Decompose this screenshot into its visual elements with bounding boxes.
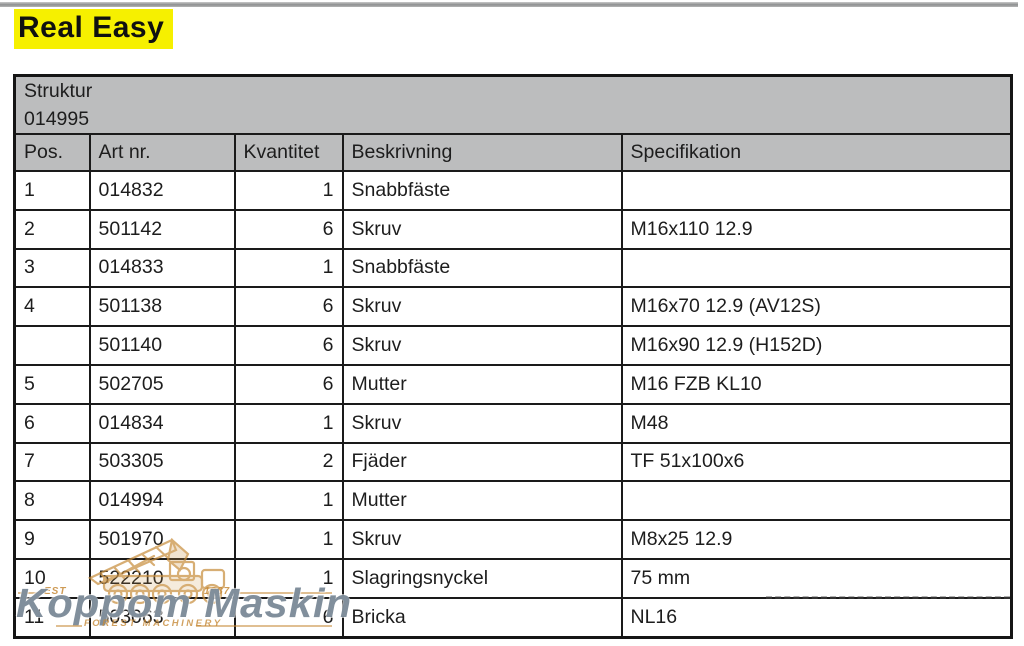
cell-quantity: 1 xyxy=(233,247,344,289)
cell-specification: 75 mm xyxy=(620,557,1013,599)
column-header-art: Art nr. xyxy=(88,133,236,172)
table-row: 9 501970 1 Skruv M8x25 12.9 xyxy=(13,519,1013,560)
table-row: 6 014834 1 Skruv M48 xyxy=(13,402,1013,444)
table-row: 2 501142 6 Skruv M16x110 12.9 xyxy=(13,208,1013,250)
cell-quantity: 1 xyxy=(233,557,344,599)
column-header-row: Pos. Art nr. Kvantitet Beskrivning Speci… xyxy=(13,133,1013,172)
cell-quantity: 6 xyxy=(233,208,344,250)
cell-specification: TF 51x100x6 xyxy=(620,441,1013,483)
cell-art-nr: 501138 xyxy=(88,286,236,328)
cell-quantity: 2 xyxy=(233,441,344,483)
parts-table-body: 1 014832 1 Snabbfäste 2 501142 6 Skruv M16x110 1… xyxy=(13,170,1013,639)
cell-specification: M16 FZB KL10 xyxy=(620,363,1013,405)
column-header-pos: Pos. xyxy=(13,133,91,172)
cell-pos xyxy=(13,325,91,366)
cell-pos: 8 xyxy=(13,480,91,522)
cell-description: Slagringsnyckel xyxy=(341,557,623,599)
page-title: Real Easy xyxy=(14,9,174,49)
cell-art-nr: 501970 xyxy=(88,519,236,560)
column-header-desc: Beskrivning xyxy=(341,133,623,172)
column-header-qty: Kvantitet xyxy=(233,133,344,172)
table-row: 10 522210 1 Slagringsnyckel 75 mm xyxy=(13,557,1013,599)
cell-quantity: 6 xyxy=(233,363,344,405)
cell-description: Skruv xyxy=(341,286,623,328)
cell-pos: 9 xyxy=(13,519,91,560)
cell-description: Bricka xyxy=(341,596,623,639)
cell-art-nr: 503063 xyxy=(88,596,236,639)
cell-description: Mutter xyxy=(341,363,623,405)
cell-specification: M48 xyxy=(620,402,1013,444)
cell-quantity: 1 xyxy=(233,402,344,444)
table-row: 5 502705 6 Mutter M16 FZB KL10 xyxy=(13,363,1013,405)
column-header-spec: Specifikation xyxy=(620,133,1013,172)
cell-pos: 5 xyxy=(13,363,91,405)
cell-quantity: 6 xyxy=(233,325,344,366)
cell-description: Snabbfäste xyxy=(341,170,623,211)
parts-table-container: Struktur 014995 Pos. Art nr. Kvantitet B… xyxy=(13,74,1014,639)
cell-specification: M16x90 12.9 (H152D) xyxy=(620,325,1013,366)
cell-quantity: 6 xyxy=(233,286,344,328)
cell-pos: 1 xyxy=(13,170,91,211)
cell-description: Skruv xyxy=(341,208,623,250)
struktur-number: 014995 xyxy=(24,108,90,130)
cell-quantity: 6 xyxy=(233,596,344,639)
cell-specification xyxy=(620,170,1013,211)
cell-art-nr: 501140 xyxy=(88,325,236,366)
cell-pos: 4 xyxy=(13,286,91,328)
cell-quantity: 1 xyxy=(233,480,344,522)
cell-art-nr: 014833 xyxy=(88,247,236,289)
cell-specification: NL16 xyxy=(620,596,1013,639)
cell-description: Skruv xyxy=(341,519,623,560)
cell-description: Snabbfäste xyxy=(341,247,623,289)
cell-pos: 2 xyxy=(13,208,91,250)
cell-quantity: 1 xyxy=(233,170,344,211)
table-row: 11 503063 6 Bricka NL16 xyxy=(13,596,1013,639)
cell-description: Skruv xyxy=(341,402,623,444)
table-row: 3 014833 1 Snabbfäste xyxy=(13,247,1013,289)
cell-pos: 7 xyxy=(13,441,91,483)
table-row: 501140 6 Skruv M16x90 12.9 (H152D) xyxy=(13,325,1013,366)
cell-pos: 11 xyxy=(13,596,91,639)
cell-art-nr: 014994 xyxy=(88,480,236,522)
parts-table-head: Struktur 014995 Pos. Art nr. Kvantitet B… xyxy=(13,74,1013,172)
cell-description: Skruv xyxy=(341,325,623,366)
cell-description: Mutter xyxy=(341,480,623,522)
top-divider xyxy=(0,2,1018,7)
cell-specification xyxy=(620,480,1013,522)
cell-art-nr: 501142 xyxy=(88,208,236,250)
struktur-band: Struktur 014995 xyxy=(13,74,1013,135)
struktur-band-row: Struktur 014995 xyxy=(13,74,1013,135)
cell-quantity: 1 xyxy=(233,519,344,560)
cell-art-nr: 522210 xyxy=(88,557,236,599)
cell-specification: M16x70 12.9 (AV12S) xyxy=(620,286,1013,328)
table-row: 1 014832 1 Snabbfäste xyxy=(13,170,1013,211)
struktur-label: Struktur xyxy=(24,80,93,102)
parts-table: Struktur 014995 Pos. Art nr. Kvantitet B… xyxy=(13,74,1014,639)
table-row: 7 503305 2 Fjäder TF 51x100x6 xyxy=(13,441,1013,483)
cell-art-nr: 502705 xyxy=(88,363,236,405)
table-row: 4 501138 6 Skruv M16x70 12.9 (AV12S) xyxy=(13,286,1013,328)
cell-specification: M8x25 12.9 xyxy=(620,519,1013,560)
cell-description: Fjäder xyxy=(341,441,623,483)
cell-art-nr: 503305 xyxy=(88,441,236,483)
table-row: 8 014994 1 Mutter xyxy=(13,480,1013,522)
cell-specification: M16x110 12.9 xyxy=(620,208,1013,250)
cell-art-nr: 014832 xyxy=(88,170,236,211)
cell-pos: 6 xyxy=(13,402,91,444)
cell-art-nr: 014834 xyxy=(88,402,236,444)
cell-pos: 10 xyxy=(13,557,91,599)
cell-specification xyxy=(620,247,1013,289)
cell-pos: 3 xyxy=(13,247,91,289)
